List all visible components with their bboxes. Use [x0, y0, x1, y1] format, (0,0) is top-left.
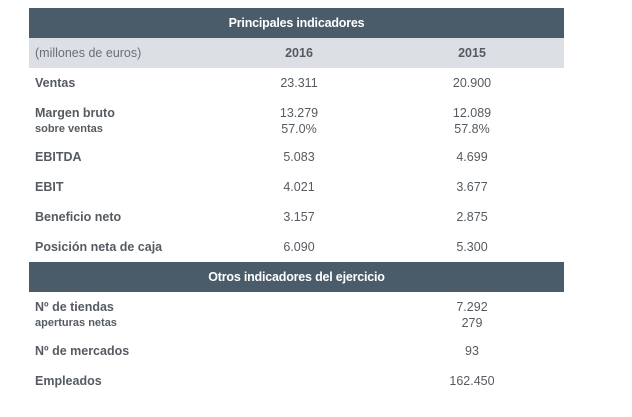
row-label: Beneficio neto: [35, 210, 122, 224]
table-row-posicion-neta-caja: Posición neta de caja 6.090 5.300: [29, 232, 564, 262]
value-2015: 3.677: [456, 180, 488, 194]
table-row-empleados: Empleados 162.450: [29, 366, 564, 396]
table-row-margen-bruto: Margen bruto sobre ventas 13.279 57.0% 1…: [29, 98, 564, 142]
row-label-group: Margen bruto sobre ventas: [29, 105, 229, 137]
value: 93: [465, 344, 479, 358]
row-sublabel: sobre ventas: [35, 123, 103, 135]
subvalue-2016: 57.0%: [281, 122, 317, 136]
row-label: Empleados: [35, 374, 102, 388]
value: 7.292: [456, 300, 488, 314]
value-2016: 6.090: [283, 240, 315, 254]
value-2015: 5.300: [456, 240, 488, 254]
table-row-ebit: EBIT 4.021 3.677: [29, 172, 564, 202]
subvalue: 279: [461, 316, 483, 330]
value-2015: 2.875: [456, 210, 488, 224]
section-header-principales: Principales indicadores: [29, 8, 564, 38]
value-2015: 20.900: [452, 76, 492, 90]
value-group: 7.292 279: [442, 299, 502, 331]
subvalue-2015: 57.8%: [454, 122, 490, 136]
column-header-2016: 2016: [285, 46, 313, 60]
row-sublabel: aperturas netas: [35, 317, 117, 329]
table-row-tiendas: Nº de tiendas aperturas netas 7.292 279: [29, 292, 564, 336]
unit-label: (millones de euros): [35, 46, 142, 60]
value-2015-group: 12.089 57.8%: [442, 105, 502, 137]
section-title: Otros indicadores del ejercicio: [208, 270, 385, 284]
row-label: EBIT: [35, 180, 64, 194]
table-row-beneficio-neto: Beneficio neto 3.157 2.875: [29, 202, 564, 232]
section-header-otros: Otros indicadores del ejercicio: [29, 262, 564, 292]
row-label: Nº de tiendas: [35, 300, 114, 314]
value-2016: 5.083: [283, 150, 315, 164]
indicators-table: Principales indicadores (millones de eur…: [29, 8, 564, 396]
table-row-ventas: Ventas 23.311 20.900: [29, 68, 564, 98]
value-2016: 3.157: [283, 210, 315, 224]
row-label-group: Nº de tiendas aperturas netas: [29, 299, 229, 331]
row-label: EBITDA: [35, 150, 82, 164]
table-row-ebitda: EBITDA 5.083 4.699: [29, 142, 564, 172]
row-label: Margen bruto: [35, 106, 115, 120]
value-2015: 12.089: [452, 106, 492, 120]
row-label: Ventas: [35, 76, 76, 90]
column-header-row: (millones de euros) 2016 2015: [29, 38, 564, 68]
section-title: Principales indicadores: [228, 16, 365, 30]
table-row-mercados: Nº de mercados 93: [29, 336, 564, 366]
value-2016: 23.311: [280, 76, 318, 90]
row-label: Nº de mercados: [35, 344, 130, 358]
value-2016-group: 13.279 57.0%: [269, 105, 329, 137]
value: 162.450: [449, 374, 495, 388]
value-2015: 4.699: [456, 150, 488, 164]
value-2016: 13.279: [279, 106, 319, 120]
value-2016: 4.021: [283, 180, 315, 194]
column-header-2015: 2015: [458, 46, 486, 60]
row-label: Posición neta de caja: [35, 240, 163, 254]
